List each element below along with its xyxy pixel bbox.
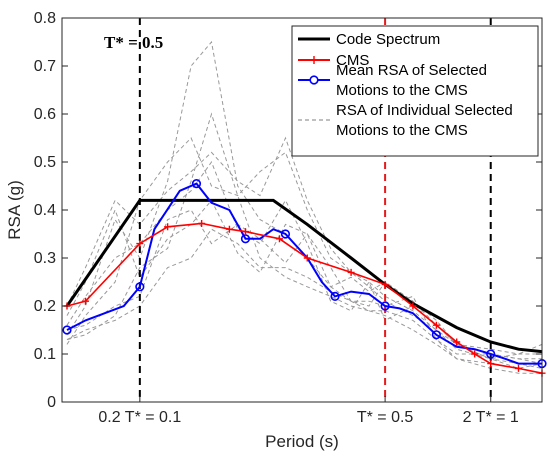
individual-motion-curve-7 [66,228,542,374]
mean-rsa-marker [191,179,202,189]
series-lines [62,179,547,377]
y-tick-label: 0.3 [34,250,56,267]
legend-swatch-marker [309,75,319,85]
y-tick-label: 0 [47,394,56,411]
legend-box [291,25,539,157]
y-tick-label: 0.2 [34,298,56,315]
cms-marker [241,228,249,236]
cms-marker [303,254,311,262]
individual-motion-curve-4 [66,112,543,374]
mean-rsa-marker [135,282,145,292]
y-tick-label: 0.5 [34,154,56,171]
cms-marker [225,225,233,233]
cms-marker [453,338,461,346]
y-axis-title: RSA (g) [5,180,24,240]
mean-rsa-marker [330,291,340,302]
cms-marker [409,302,417,310]
individual-motion-curve-6 [66,160,543,369]
cms-marker [275,235,283,243]
mean-rsa-marker [280,229,291,239]
mean-rsa-marker [380,301,390,311]
mean-rsa-marker [431,330,441,340]
y-tick-label: 0.8 [34,10,56,27]
legend-label: Code Spectrum [336,31,440,48]
individual-motion-curve-2 [66,137,543,369]
cms-marker [198,219,206,227]
cms-marker [347,268,355,276]
individual-motion-curve-3 [66,209,542,360]
cms-line [66,222,543,374]
y-tick-label: 0.6 [34,106,56,123]
legend-swatch-marker [310,56,318,64]
mean-rsa-marker [62,325,72,335]
legend-label: Motions to the CMS [336,122,468,139]
x-tick-label: 2 T* = 1 [463,409,519,426]
cms-marker [381,280,389,288]
y-tick-label: 0.4 [34,202,56,219]
individual-motion-curve-1 [66,40,543,365]
x-tick-label: T* = 0.5 [357,409,414,426]
cms-marker [164,223,172,231]
cms-marker [432,321,440,329]
y-tick-label: 0.1 [34,346,56,363]
legend-label: RSA of Individual Selected [336,102,513,119]
t-star-annotation: T* = 0.5 [104,33,163,52]
cms-marker [487,360,495,368]
mean-rsa-marker [486,349,496,359]
cms-marker [136,240,144,248]
x-axis: 0.2 T* = 0.1 T* = 0.5 2 T* = 1 [98,396,519,426]
legend-label: Motions to the CMS [336,82,468,99]
cms-marker [81,297,89,305]
legend-label: Mean RSA of Selected [336,62,487,79]
x-tick-label: 0.2 T* = 0.1 [98,409,181,426]
x-axis-title: Period (s) [265,432,339,451]
y-tick-label: 0.7 [34,58,56,75]
cms-marker [471,350,479,358]
individual-motion-curve-5 [66,199,542,355]
legend-label: CMS [336,52,369,69]
cms-marker [515,364,523,372]
y-axis: 0 0.1 0.2 0.3 0.4 0.5 0.6 0.7 0.8 [34,10,542,411]
